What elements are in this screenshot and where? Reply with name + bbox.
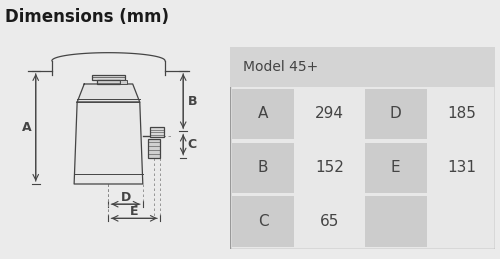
FancyBboxPatch shape: [364, 142, 426, 193]
Text: A: A: [22, 121, 32, 134]
FancyBboxPatch shape: [232, 89, 294, 139]
FancyBboxPatch shape: [120, 80, 126, 84]
FancyBboxPatch shape: [232, 142, 294, 193]
FancyBboxPatch shape: [150, 127, 164, 137]
Text: 65: 65: [320, 214, 339, 229]
Text: Model 45+: Model 45+: [243, 60, 318, 74]
FancyBboxPatch shape: [431, 89, 493, 139]
FancyBboxPatch shape: [92, 75, 124, 80]
Text: D: D: [390, 106, 402, 121]
FancyBboxPatch shape: [298, 196, 360, 247]
Text: 131: 131: [448, 160, 476, 175]
FancyBboxPatch shape: [364, 196, 426, 247]
Text: A: A: [258, 106, 268, 121]
FancyBboxPatch shape: [298, 142, 360, 193]
Text: 294: 294: [315, 106, 344, 121]
Text: Dimensions (mm): Dimensions (mm): [5, 8, 169, 26]
Polygon shape: [77, 84, 140, 102]
Text: E: E: [391, 160, 400, 175]
FancyBboxPatch shape: [232, 196, 294, 247]
FancyBboxPatch shape: [230, 47, 495, 87]
FancyBboxPatch shape: [298, 89, 360, 139]
FancyBboxPatch shape: [431, 196, 493, 247]
Text: B: B: [258, 160, 268, 175]
Text: B: B: [188, 95, 197, 108]
Text: C: C: [188, 138, 197, 151]
Text: E: E: [130, 205, 138, 218]
Text: D: D: [120, 191, 131, 204]
FancyBboxPatch shape: [148, 139, 160, 158]
FancyBboxPatch shape: [230, 47, 495, 249]
Text: 152: 152: [315, 160, 344, 175]
Polygon shape: [74, 102, 143, 184]
FancyBboxPatch shape: [98, 80, 120, 84]
Text: C: C: [258, 214, 268, 229]
FancyBboxPatch shape: [431, 142, 493, 193]
FancyBboxPatch shape: [364, 89, 426, 139]
Text: 185: 185: [448, 106, 476, 121]
